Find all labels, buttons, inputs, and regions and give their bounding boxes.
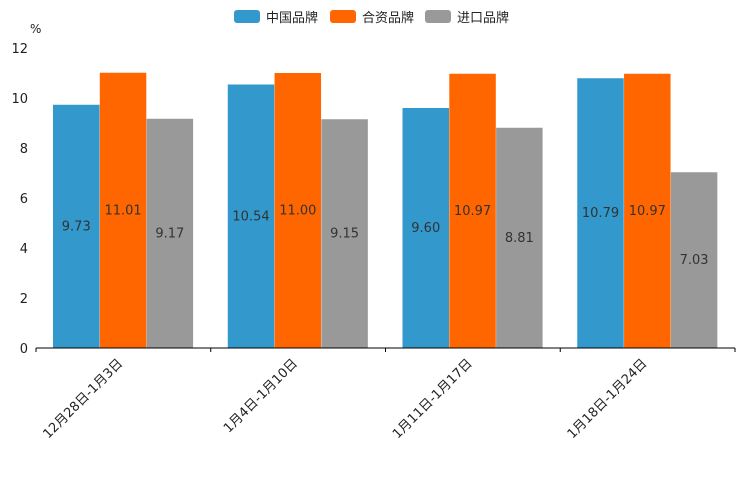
bar-3-2[interactable] [321, 119, 368, 348]
bar-1-4[interactable] [577, 78, 624, 348]
value-label-1-1: 9.73 [62, 219, 91, 234]
legend-item-jv[interactable]: 合资品牌 [330, 7, 415, 26]
bar-2-2[interactable] [274, 73, 322, 348]
bars-group [53, 72, 718, 349]
legend-label-jv: 合资品牌 [362, 10, 415, 26]
value-labels-group: 9.73 11.01 9.17 10.54 11.00 9.15 9.60 10.97 8.81… [62, 203, 709, 268]
value-label-2-4: 10.97 [629, 204, 666, 219]
legend-label-china: 中国品牌 [266, 10, 319, 26]
y-tick-label-4: 8 [20, 142, 28, 157]
legend-item-china[interactable]: 中国品牌 [234, 7, 319, 26]
bar-2-3[interactable] [449, 73, 496, 348]
y-tick-label-5: 10 [11, 92, 28, 107]
bar-3-4[interactable] [670, 172, 718, 348]
bar-2-1[interactable] [99, 72, 147, 348]
value-label-3-1: 9.17 [155, 226, 184, 241]
value-label-2-1: 11.01 [104, 203, 141, 218]
legend-swatch-jv [330, 9, 356, 23]
x-tick-label-4: 1月18日-1月24日 [565, 356, 651, 442]
value-label-2-3: 10.97 [454, 204, 491, 219]
bar-1-3[interactable] [402, 108, 450, 348]
bar-3-1[interactable] [146, 118, 194, 348]
y-axis-unit: % [30, 22, 42, 36]
legend-label-import: 进口品牌 [457, 10, 510, 26]
legend: 中国品牌 合资品牌 进口品牌 [0, 7, 744, 26]
bar-1-2[interactable] [227, 84, 275, 349]
value-label-1-4: 10.79 [582, 206, 619, 221]
x-tick-label-1: 12月28日-1月3日 [40, 356, 126, 442]
value-label-3-3: 8.81 [505, 231, 534, 246]
y-tick-label-6: 12 [11, 42, 28, 57]
value-label-1-2: 10.54 [232, 209, 269, 224]
y-tick-label-1: 2 [20, 292, 28, 307]
y-tick-label-3: 6 [20, 192, 28, 207]
y-tick-label-2: 4 [20, 242, 28, 257]
value-label-3-4: 7.03 [680, 253, 709, 268]
bar-3-3[interactable] [496, 127, 543, 348]
x-tick-label-3: 1月11日-1月17日 [390, 356, 476, 442]
bar-2-4[interactable] [624, 73, 671, 348]
legend-swatch-china [234, 9, 260, 23]
x-tick-label-2: 1月4日-1月10日 [221, 356, 301, 436]
value-label-2-2: 11.00 [279, 204, 316, 219]
legend-swatch-import [425, 9, 451, 23]
y-tick-label-0: 0 [20, 342, 28, 357]
value-label-1-3: 9.60 [411, 221, 440, 236]
bar-1-1[interactable] [53, 104, 100, 348]
legend-item-import[interactable]: 进口品牌 [425, 7, 510, 26]
value-label-3-2: 9.15 [330, 227, 359, 242]
